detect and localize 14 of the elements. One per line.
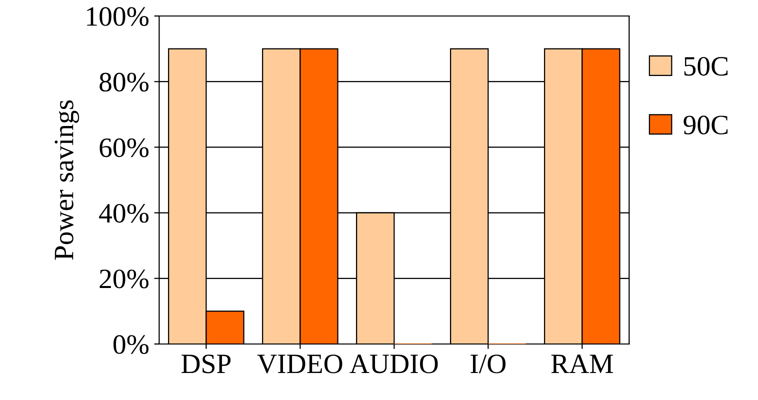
legend-label: 90C: [684, 116, 728, 134]
x-tick-label: AUDIO: [350, 354, 438, 374]
y-axis-title: Power savings: [54, 100, 80, 260]
x-tick-label: I/O: [470, 354, 506, 374]
y-tick-label: 20%: [100, 270, 149, 288]
y-tick-label: 40%: [99, 204, 149, 223]
x-tick-label: RAM: [551, 354, 613, 373]
y-tick-label: 80%: [100, 72, 149, 92]
y-tick-label: 100%: [87, 7, 149, 26]
legend-label: 50C: [684, 56, 728, 76]
y-tick-label: 60%: [100, 138, 149, 158]
x-tick-label: VIDEO: [257, 354, 342, 374]
y-tick-label: 0%: [113, 335, 149, 354]
x-tick-label: DSP: [181, 354, 231, 374]
